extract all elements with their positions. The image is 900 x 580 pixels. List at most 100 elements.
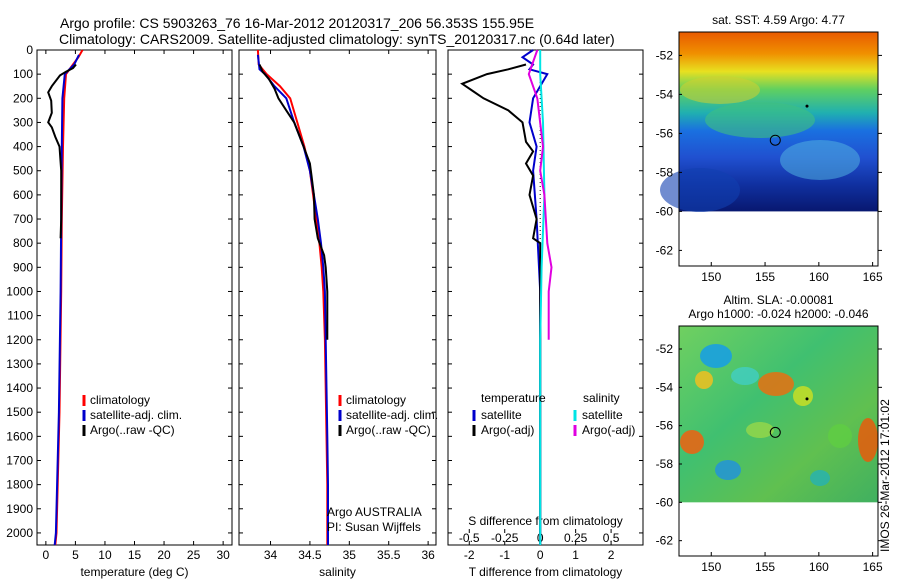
plot-frame [447,49,644,546]
panel-sst_map: -52 -54 -56 -58 -60 -62 150 155 160 165 sat. SST: … [656,13,883,284]
argo-location-marker [769,134,781,146]
x-tick-label: 25 [187,548,201,562]
depth-tick-label: 0 [26,43,33,57]
panel-salinity: 34 34.5 35 35.5 36 salinity climatologysatelli… [238,49,438,579]
depth-tick-label: 1100 [7,309,33,323]
depth-tick-label: 1000 [6,284,33,298]
y-tick-label: -56 [656,126,674,140]
depth-tick-label: 500 [13,164,33,178]
island-marker [805,397,809,401]
x-tick-top-label: 0.25 [564,531,588,545]
x-tick-label: 10 [98,548,112,562]
heatmap-feature [758,372,794,396]
y-tick-label: -54 [656,380,674,394]
x-axis-label: T difference from climatology [469,565,623,579]
x-tick-label: 20 [157,548,171,562]
heatmap-feature [680,430,704,454]
depth-tick-label: 200 [13,91,33,105]
imos-timestamp: IMOS 26-Mar-2012 17:01:02 [878,399,892,552]
y-tick-label: -56 [656,419,674,433]
x-tick-label: 36 [421,548,435,562]
heatmap-feature [746,422,774,438]
legend-entry: satellite-adj. clim. [346,408,438,422]
x-tick-label: 0 [43,548,50,562]
legend-entry: Argo(-adj) [582,423,635,437]
heatmap-feature [828,424,852,448]
depth-tick-label: 1700 [6,453,33,467]
heatmap-feature [700,344,732,368]
heatmap-feature [793,386,813,406]
legend-entry: climatology [90,393,150,407]
heatmap-feature [731,367,759,385]
x-tick-label: 165 [863,270,883,284]
plot-frame [36,49,233,546]
legend-entry: satellite-adj. clim. [90,408,182,422]
legend-header-salinity: salinity [583,391,620,405]
depth-tick-label: 2000 [6,526,33,540]
series-line-s-argo-adj- [527,49,553,340]
x-tick-label: 34.5 [298,548,322,562]
panel-temperature: 0100200300400500600700800900100011001200… [6,43,233,579]
legend-entry: satellite [582,408,623,422]
heatmap-feature [858,418,878,462]
depth-tick-label: 1600 [6,429,33,443]
x-tick-label: 160 [809,560,829,574]
argo-location-marker [769,426,781,438]
depth-tick-label: 700 [13,212,33,226]
map-title: sat. SST: 4.59 Argo: 4.77 [712,13,845,27]
series-line-t-argo-adj- [460,63,542,545]
x-tick-label: 155 [755,560,775,574]
legend-entry: Argo(-adj) [481,423,534,437]
x-tick-label: 165 [863,560,883,574]
heatmap-feature [695,371,713,389]
x-tick-label: 5 [72,548,79,562]
footer-pi: PI: Susan Wijffels [327,520,421,534]
x-axis-top-label: S difference from climatology [468,514,623,528]
series-line-satellite-adj-clim- [256,54,329,545]
x-tick-label: 35 [343,548,357,562]
x-tick-label: 2 [608,548,615,562]
y-tick-label: -52 [656,342,674,356]
depth-tick-label: 1200 [6,333,33,347]
island-marker [805,104,809,108]
depth-tick-label: 1500 [6,405,33,419]
y-tick-label: -58 [656,457,674,471]
legend-header-temperature: temperature [481,391,546,405]
x-tick-top-label: -0.25 [491,531,519,545]
plot-frame [238,49,437,546]
heatmap-feature [680,76,760,104]
series-line-satellite-adj-clim- [53,54,80,546]
x-axis-label: salinity [319,565,356,579]
y-tick-label: -62 [656,534,674,548]
profile-title-line1: Argo profile: CS 5903263_76 16-Mar-2012 … [60,15,535,31]
y-tick-label: -60 [656,495,674,509]
x-tick-label: 15 [128,548,142,562]
x-tick-label: 155 [755,270,775,284]
x-tick-label: 150 [701,560,721,574]
x-tick-label: 1 [572,548,579,562]
y-tick-label: -60 [656,204,674,218]
depth-tick-label: 300 [13,115,33,129]
heatmap-feature [780,140,860,180]
map-title: Altim. SLA: -0.00081 [723,293,833,307]
y-tick-label: -52 [656,48,674,62]
heatmap-feature [660,168,740,212]
y-tick-label: -58 [656,165,674,179]
legend-entry: Argo(..raw -QC) [346,423,431,437]
y-tick-label: -54 [656,87,674,101]
x-tick-label: -1 [499,548,510,562]
series-line-s-satellite [539,50,546,545]
x-tick-top-label: 0.5 [603,531,620,545]
map-subtitle: Argo h1000: -0.024 h2000: -0.046 [688,307,868,321]
x-tick-label: 35.5 [377,548,401,562]
map-frame [678,31,879,267]
depth-tick-label: 1400 [6,381,33,395]
x-tick-label: 34 [264,548,278,562]
depth-tick-label: 800 [13,236,33,250]
depth-tick-label: 1800 [6,478,33,492]
heatmap-feature [810,470,830,486]
series-line-climatology [256,49,329,545]
series-line-argo-raw-qc- [47,63,77,239]
x-tick-label: 30 [216,548,230,562]
